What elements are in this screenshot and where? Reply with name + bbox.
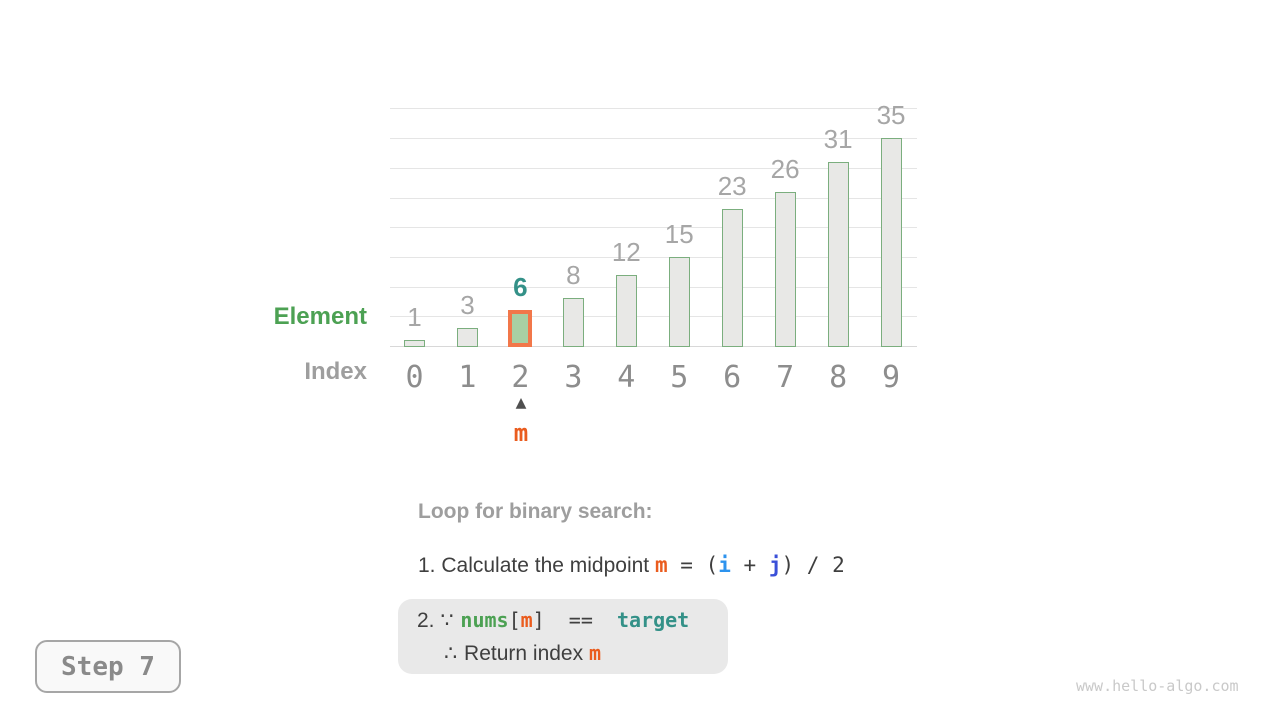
gridline bbox=[390, 138, 917, 140]
bar-value-label-highlighted: 6 bbox=[513, 272, 528, 302]
line1-prefix: 1. Calculate the midpoint bbox=[418, 554, 655, 577]
bar-value-label: 15 bbox=[664, 219, 694, 249]
gridline bbox=[390, 316, 917, 318]
bar-value-label: 35 bbox=[876, 100, 906, 130]
gridline bbox=[390, 227, 917, 229]
var-m: m bbox=[588, 641, 601, 665]
line2-number: 2. bbox=[417, 609, 441, 632]
bar-value-label: 31 bbox=[823, 124, 853, 154]
therefore-symbol: ∴ bbox=[444, 641, 465, 665]
bar bbox=[404, 340, 425, 347]
because-symbol: ∵ bbox=[440, 608, 461, 632]
open-paren: ( bbox=[705, 553, 719, 577]
var-m: m bbox=[654, 553, 668, 577]
close-paren: ) bbox=[781, 553, 795, 577]
var-target: target bbox=[616, 608, 690, 632]
index-tick-label: 9 bbox=[882, 360, 901, 395]
bar bbox=[615, 275, 637, 347]
bar-value-label: 8 bbox=[566, 260, 581, 290]
bar bbox=[827, 162, 849, 347]
bar bbox=[721, 209, 743, 347]
operator-double-equals: == bbox=[544, 608, 617, 632]
bar bbox=[456, 328, 478, 347]
annotation-line-3: ∴ Return index m bbox=[444, 640, 601, 667]
operator-equals: = bbox=[667, 553, 706, 577]
index-tick-label: 3 bbox=[564, 360, 583, 395]
line3-text: Return index bbox=[464, 642, 589, 665]
var-nums: nums bbox=[460, 608, 509, 632]
annotation-line-2: 2. ∵ nums[m] == target bbox=[417, 607, 689, 634]
bar bbox=[880, 138, 902, 347]
gridline bbox=[390, 167, 917, 169]
bar-value-label: 26 bbox=[770, 154, 800, 184]
annotation-title: Loop for binary search: bbox=[418, 500, 653, 523]
index-tick-label: 1 bbox=[458, 360, 477, 395]
gridline bbox=[390, 256, 917, 258]
pointer-m-label: m bbox=[513, 419, 529, 447]
bar-value-label: 1 bbox=[407, 302, 422, 332]
bar-value-label: 23 bbox=[717, 171, 747, 201]
index-tick-label: 8 bbox=[829, 360, 848, 395]
element-row-label: Element bbox=[273, 303, 367, 330]
index-tick-label: 6 bbox=[723, 360, 742, 395]
operator-plus: + bbox=[730, 553, 769, 577]
index-tick-label: 5 bbox=[670, 360, 689, 395]
open-bracket: [ bbox=[508, 608, 521, 632]
var-j: j bbox=[768, 553, 782, 577]
conclusion-box: 2. ∵ nums[m] == target ∴ Return index m bbox=[398, 599, 728, 674]
var-i: i bbox=[718, 553, 731, 577]
bar-value-label: 12 bbox=[611, 237, 641, 267]
watermark: www.hello-algo.com bbox=[1076, 677, 1239, 695]
index-tick-label: 4 bbox=[617, 360, 636, 395]
bar bbox=[562, 298, 584, 347]
bar bbox=[668, 257, 690, 347]
gridline bbox=[390, 108, 917, 110]
operator-divide: / bbox=[794, 553, 833, 577]
close-bracket: ] bbox=[532, 608, 545, 632]
index-tick-label: 7 bbox=[776, 360, 795, 395]
bar bbox=[774, 192, 796, 347]
index-row-label: Index bbox=[304, 358, 367, 385]
var-m: m bbox=[520, 608, 533, 632]
bar-value-label: 3 bbox=[460, 290, 475, 320]
pointer-arrow-icon: ▲ bbox=[515, 395, 527, 411]
axis-baseline bbox=[390, 346, 917, 347]
literal-two: 2 bbox=[832, 553, 845, 577]
gridline bbox=[390, 197, 917, 199]
index-tick-label: 2 bbox=[511, 360, 530, 395]
index-tick-label: 0 bbox=[405, 360, 424, 395]
annotation-line-1: 1. Calculate the midpoint m = (i + j) / … bbox=[418, 552, 845, 579]
bar-highlighted bbox=[508, 310, 533, 347]
step-badge: Step 7 bbox=[35, 640, 181, 693]
gridline bbox=[390, 286, 917, 288]
